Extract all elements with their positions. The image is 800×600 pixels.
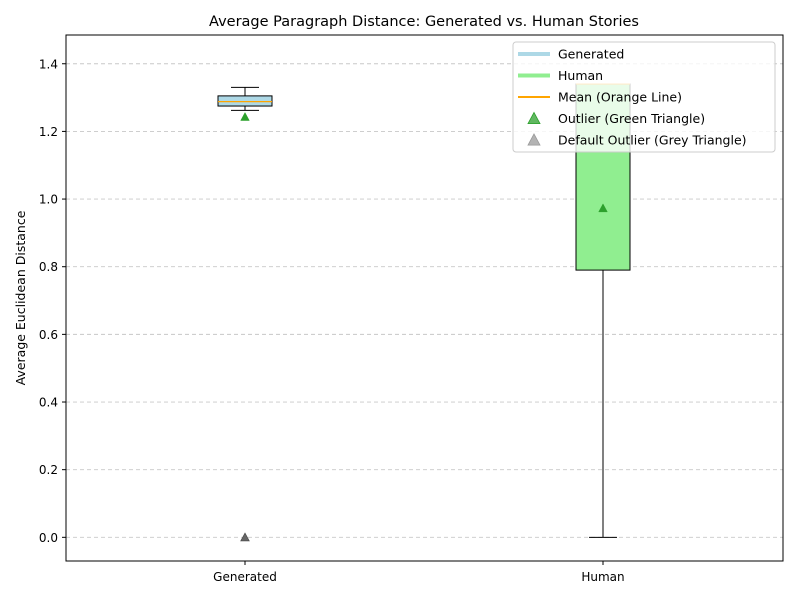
- y-tick-label: 0.0: [39, 531, 58, 545]
- legend-entry: Generated: [518, 47, 624, 62]
- legend-label: Outlier (Green Triangle): [558, 111, 705, 126]
- legend-label: Mean (Orange Line): [558, 90, 682, 105]
- y-tick-label: 0.2: [39, 463, 58, 477]
- box-generated: [217, 86, 273, 542]
- legend-marker: [527, 111, 541, 124]
- y-tick-label: 0.6: [39, 328, 58, 342]
- chart-title: Average Paragraph Distance: Generated vs…: [209, 14, 639, 30]
- y-tick-label: 1.4: [39, 57, 58, 71]
- x-tick-label: Human: [581, 570, 624, 584]
- box-layer: [217, 83, 631, 542]
- plot-area-frame: [65, 34, 784, 562]
- y-tick-label: 1.0: [39, 193, 58, 207]
- legend: Generated Human Mean (Orange Line) Outlier …: [512, 41, 776, 153]
- y-tick-label: 0.4: [39, 396, 58, 410]
- mean-marker: [240, 112, 250, 121]
- legend-entry: Mean (Orange Line): [518, 90, 682, 105]
- x-tick-label: Generated: [213, 570, 277, 584]
- y-tick-label: 1.2: [39, 125, 58, 139]
- outlier-marker: [240, 532, 250, 542]
- y-axis-label: Average Euclidean Distance: [13, 210, 28, 385]
- legend-label: Generated: [558, 47, 624, 62]
- mean-marker: [598, 203, 608, 213]
- box-body: [217, 95, 273, 107]
- legend-entry: Human: [518, 68, 603, 83]
- axis-ticks: 0.0 0.2 0.4 0.6 0.8 1.0 1.2 1.4 Generated Human: [39, 57, 625, 584]
- legend-label: Default Outlier (Grey Triangle): [558, 133, 747, 148]
- legend-entry: Default Outlier (Grey Triangle): [527, 133, 747, 148]
- grid-lines: [66, 63, 783, 538]
- y-tick-label: 0.8: [39, 260, 58, 274]
- legend-box: [512, 41, 776, 153]
- legend-entry: Outlier (Green Triangle): [527, 111, 705, 126]
- legend-marker: [527, 133, 541, 146]
- legend-label: Human: [558, 68, 603, 83]
